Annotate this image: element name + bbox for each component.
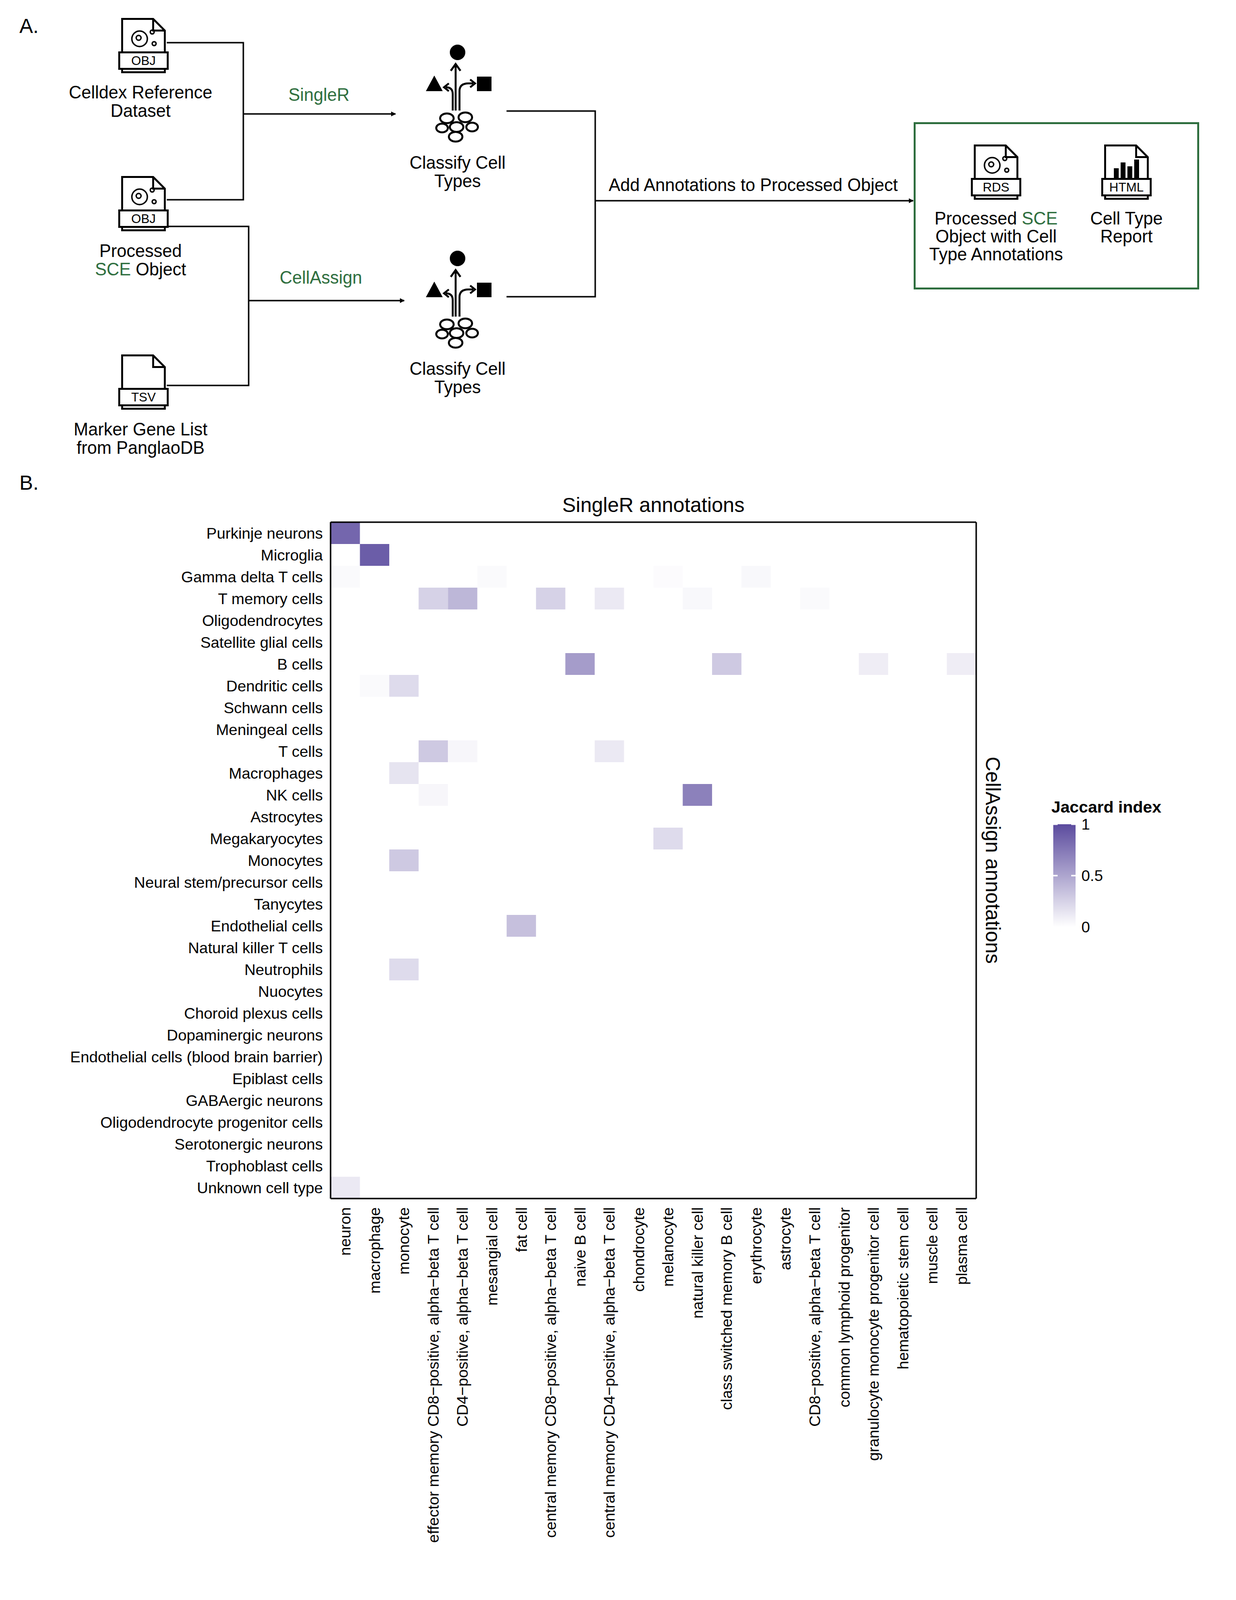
svg-text:naive B cell: naive B cell bbox=[571, 1206, 589, 1287]
svg-text:OBJ: OBJ bbox=[131, 53, 157, 68]
svg-text:natural killer cell: natural killer cell bbox=[688, 1206, 707, 1318]
svg-text:Processed: Processed bbox=[99, 240, 182, 261]
svg-text:Monocytes: Monocytes bbox=[247, 851, 323, 870]
svg-text:B cells: B cells bbox=[277, 655, 323, 673]
svg-text:Dendritic cells: Dendritic cells bbox=[226, 677, 323, 695]
svg-text:chondrocyte: chondrocyte bbox=[630, 1206, 648, 1292]
svg-text:Jaccard index: Jaccard index bbox=[1051, 797, 1162, 816]
svg-text:SCE Object: SCE Object bbox=[95, 259, 187, 280]
svg-text:Report: Report bbox=[1100, 226, 1153, 247]
svg-text:Nuocytes: Nuocytes bbox=[258, 982, 323, 1000]
svg-text:muscle cell: muscle cell bbox=[923, 1206, 941, 1284]
svg-text:Type Annotations: Type Annotations bbox=[929, 244, 1063, 265]
svg-text:Cell Type: Cell Type bbox=[1090, 208, 1163, 229]
svg-text:Classify Cell: Classify Cell bbox=[409, 152, 506, 173]
svg-text:Classify Cell: Classify Cell bbox=[409, 358, 506, 379]
svg-text:TSV: TSV bbox=[131, 389, 157, 405]
svg-text:Choroid plexus cells: Choroid plexus cells bbox=[184, 1004, 323, 1022]
svg-text:Oligodendrocytes: Oligodendrocytes bbox=[202, 611, 323, 630]
svg-text:Add Annotations to Processed O: Add Annotations to Processed Object bbox=[608, 174, 898, 195]
svg-text:CellAssign annotations: CellAssign annotations bbox=[981, 756, 1005, 964]
svg-text:0.5: 0.5 bbox=[1081, 866, 1103, 885]
svg-text:Schwann cells: Schwann cells bbox=[223, 698, 323, 717]
svg-text:SingleR annotations: SingleR annotations bbox=[562, 493, 745, 517]
svg-text:Purkinje neurons: Purkinje neurons bbox=[206, 524, 323, 542]
svg-text:CD8−positive, alpha−beta T cel: CD8−positive, alpha−beta T cell bbox=[806, 1206, 824, 1427]
svg-text:Macrophages: Macrophages bbox=[228, 764, 323, 782]
svg-text:T memory cells: T memory cells bbox=[218, 589, 323, 608]
svg-text:Dataset: Dataset bbox=[110, 100, 171, 121]
svg-text:NK cells: NK cells bbox=[266, 786, 323, 804]
svg-text:Celldex Reference: Celldex Reference bbox=[68, 82, 213, 103]
svg-text:Dopaminergic neurons: Dopaminergic neurons bbox=[166, 1026, 323, 1044]
svg-text:granulocyte monocyte progenito: granulocyte monocyte progenitor cell bbox=[864, 1206, 883, 1461]
svg-text:melanocyte: melanocyte bbox=[659, 1206, 677, 1287]
svg-text:B.: B. bbox=[19, 471, 39, 494]
svg-text:OBJ: OBJ bbox=[131, 211, 157, 226]
svg-text:neuron: neuron bbox=[336, 1206, 354, 1256]
svg-text:T cells: T cells bbox=[278, 742, 323, 761]
svg-text:Megakaryocytes: Megakaryocytes bbox=[209, 829, 323, 848]
svg-text:effector memory CD8−positive,: effector memory CD8−positive, alpha−beta… bbox=[424, 1206, 443, 1543]
svg-text:macrophage: macrophage bbox=[365, 1206, 384, 1294]
svg-text:Gamma delta T cells: Gamma delta T cells bbox=[181, 568, 323, 586]
svg-text:fat cell: fat cell bbox=[512, 1206, 531, 1252]
svg-text:class switched memory B cell: class switched memory B cell bbox=[717, 1206, 736, 1410]
svg-text:0: 0 bbox=[1081, 918, 1091, 936]
svg-text:hematopoietic stem cell: hematopoietic stem cell bbox=[894, 1206, 912, 1369]
svg-text:common lymphoid progenitor: common lymphoid progenitor bbox=[835, 1206, 854, 1408]
svg-text:astrocyte: astrocyte bbox=[776, 1206, 794, 1270]
svg-text:CellAssign: CellAssign bbox=[279, 267, 363, 288]
svg-text:RDS: RDS bbox=[982, 179, 1010, 195]
svg-text:central memory CD4−positive, a: central memory CD4−positive, alpha−beta … bbox=[600, 1206, 618, 1538]
svg-text:Satellite glial cells: Satellite glial cells bbox=[200, 633, 323, 651]
svg-text:Types: Types bbox=[434, 377, 481, 397]
svg-text:Endothelial cells: Endothelial cells bbox=[210, 917, 323, 935]
svg-text:Microglia: Microglia bbox=[260, 546, 323, 564]
svg-text:Natural killer T cells: Natural killer T cells bbox=[188, 938, 323, 957]
svg-text:Oligodendrocyte progenitor cel: Oligodendrocyte progenitor cells bbox=[100, 1113, 323, 1131]
svg-text:Unknown cell type: Unknown cell type bbox=[196, 1178, 323, 1197]
svg-text:HTML: HTML bbox=[1109, 179, 1144, 195]
svg-text:monocyte: monocyte bbox=[395, 1206, 413, 1275]
svg-text:Trophoblast cells: Trophoblast cells bbox=[206, 1156, 323, 1175]
svg-text:Processed SCE: Processed SCE bbox=[934, 208, 1058, 229]
svg-text:Epiblast cells: Epiblast cells bbox=[232, 1069, 323, 1088]
svg-text:Neutrophils: Neutrophils bbox=[244, 960, 323, 979]
svg-text:mesangial cell: mesangial cell bbox=[483, 1206, 501, 1306]
svg-text:GABAergic neurons: GABAergic neurons bbox=[185, 1091, 323, 1110]
svg-text:erythrocyte: erythrocyte bbox=[747, 1206, 765, 1284]
svg-text:Types: Types bbox=[434, 171, 481, 191]
svg-text:Neural stem/precursor cells: Neural stem/precursor cells bbox=[134, 873, 323, 891]
svg-text:Astrocytes: Astrocytes bbox=[250, 808, 323, 826]
svg-text:from PanglaoDB: from PanglaoDB bbox=[76, 437, 205, 458]
svg-text:Endothelial cells (blood brain: Endothelial cells (blood brain barrier) bbox=[70, 1047, 323, 1066]
svg-text:Tanycytes: Tanycytes bbox=[253, 895, 323, 913]
svg-text:A.: A. bbox=[19, 14, 39, 38]
svg-text:Serotonergic neurons: Serotonergic neurons bbox=[174, 1135, 323, 1153]
svg-text:Meningeal cells: Meningeal cells bbox=[215, 720, 323, 739]
svg-text:Marker Gene List: Marker Gene List bbox=[73, 419, 208, 440]
svg-text:SingleR: SingleR bbox=[288, 84, 350, 105]
svg-text:1: 1 bbox=[1081, 815, 1091, 833]
svg-text:central memory CD8−positive, a: central memory CD8−positive, alpha−beta … bbox=[541, 1206, 560, 1538]
svg-text:CD4−positive, alpha−beta T cel: CD4−positive, alpha−beta T cell bbox=[453, 1206, 472, 1427]
svg-text:Object with Cell: Object with Cell bbox=[935, 226, 1057, 247]
svg-text:plasma cell: plasma cell bbox=[952, 1206, 971, 1285]
